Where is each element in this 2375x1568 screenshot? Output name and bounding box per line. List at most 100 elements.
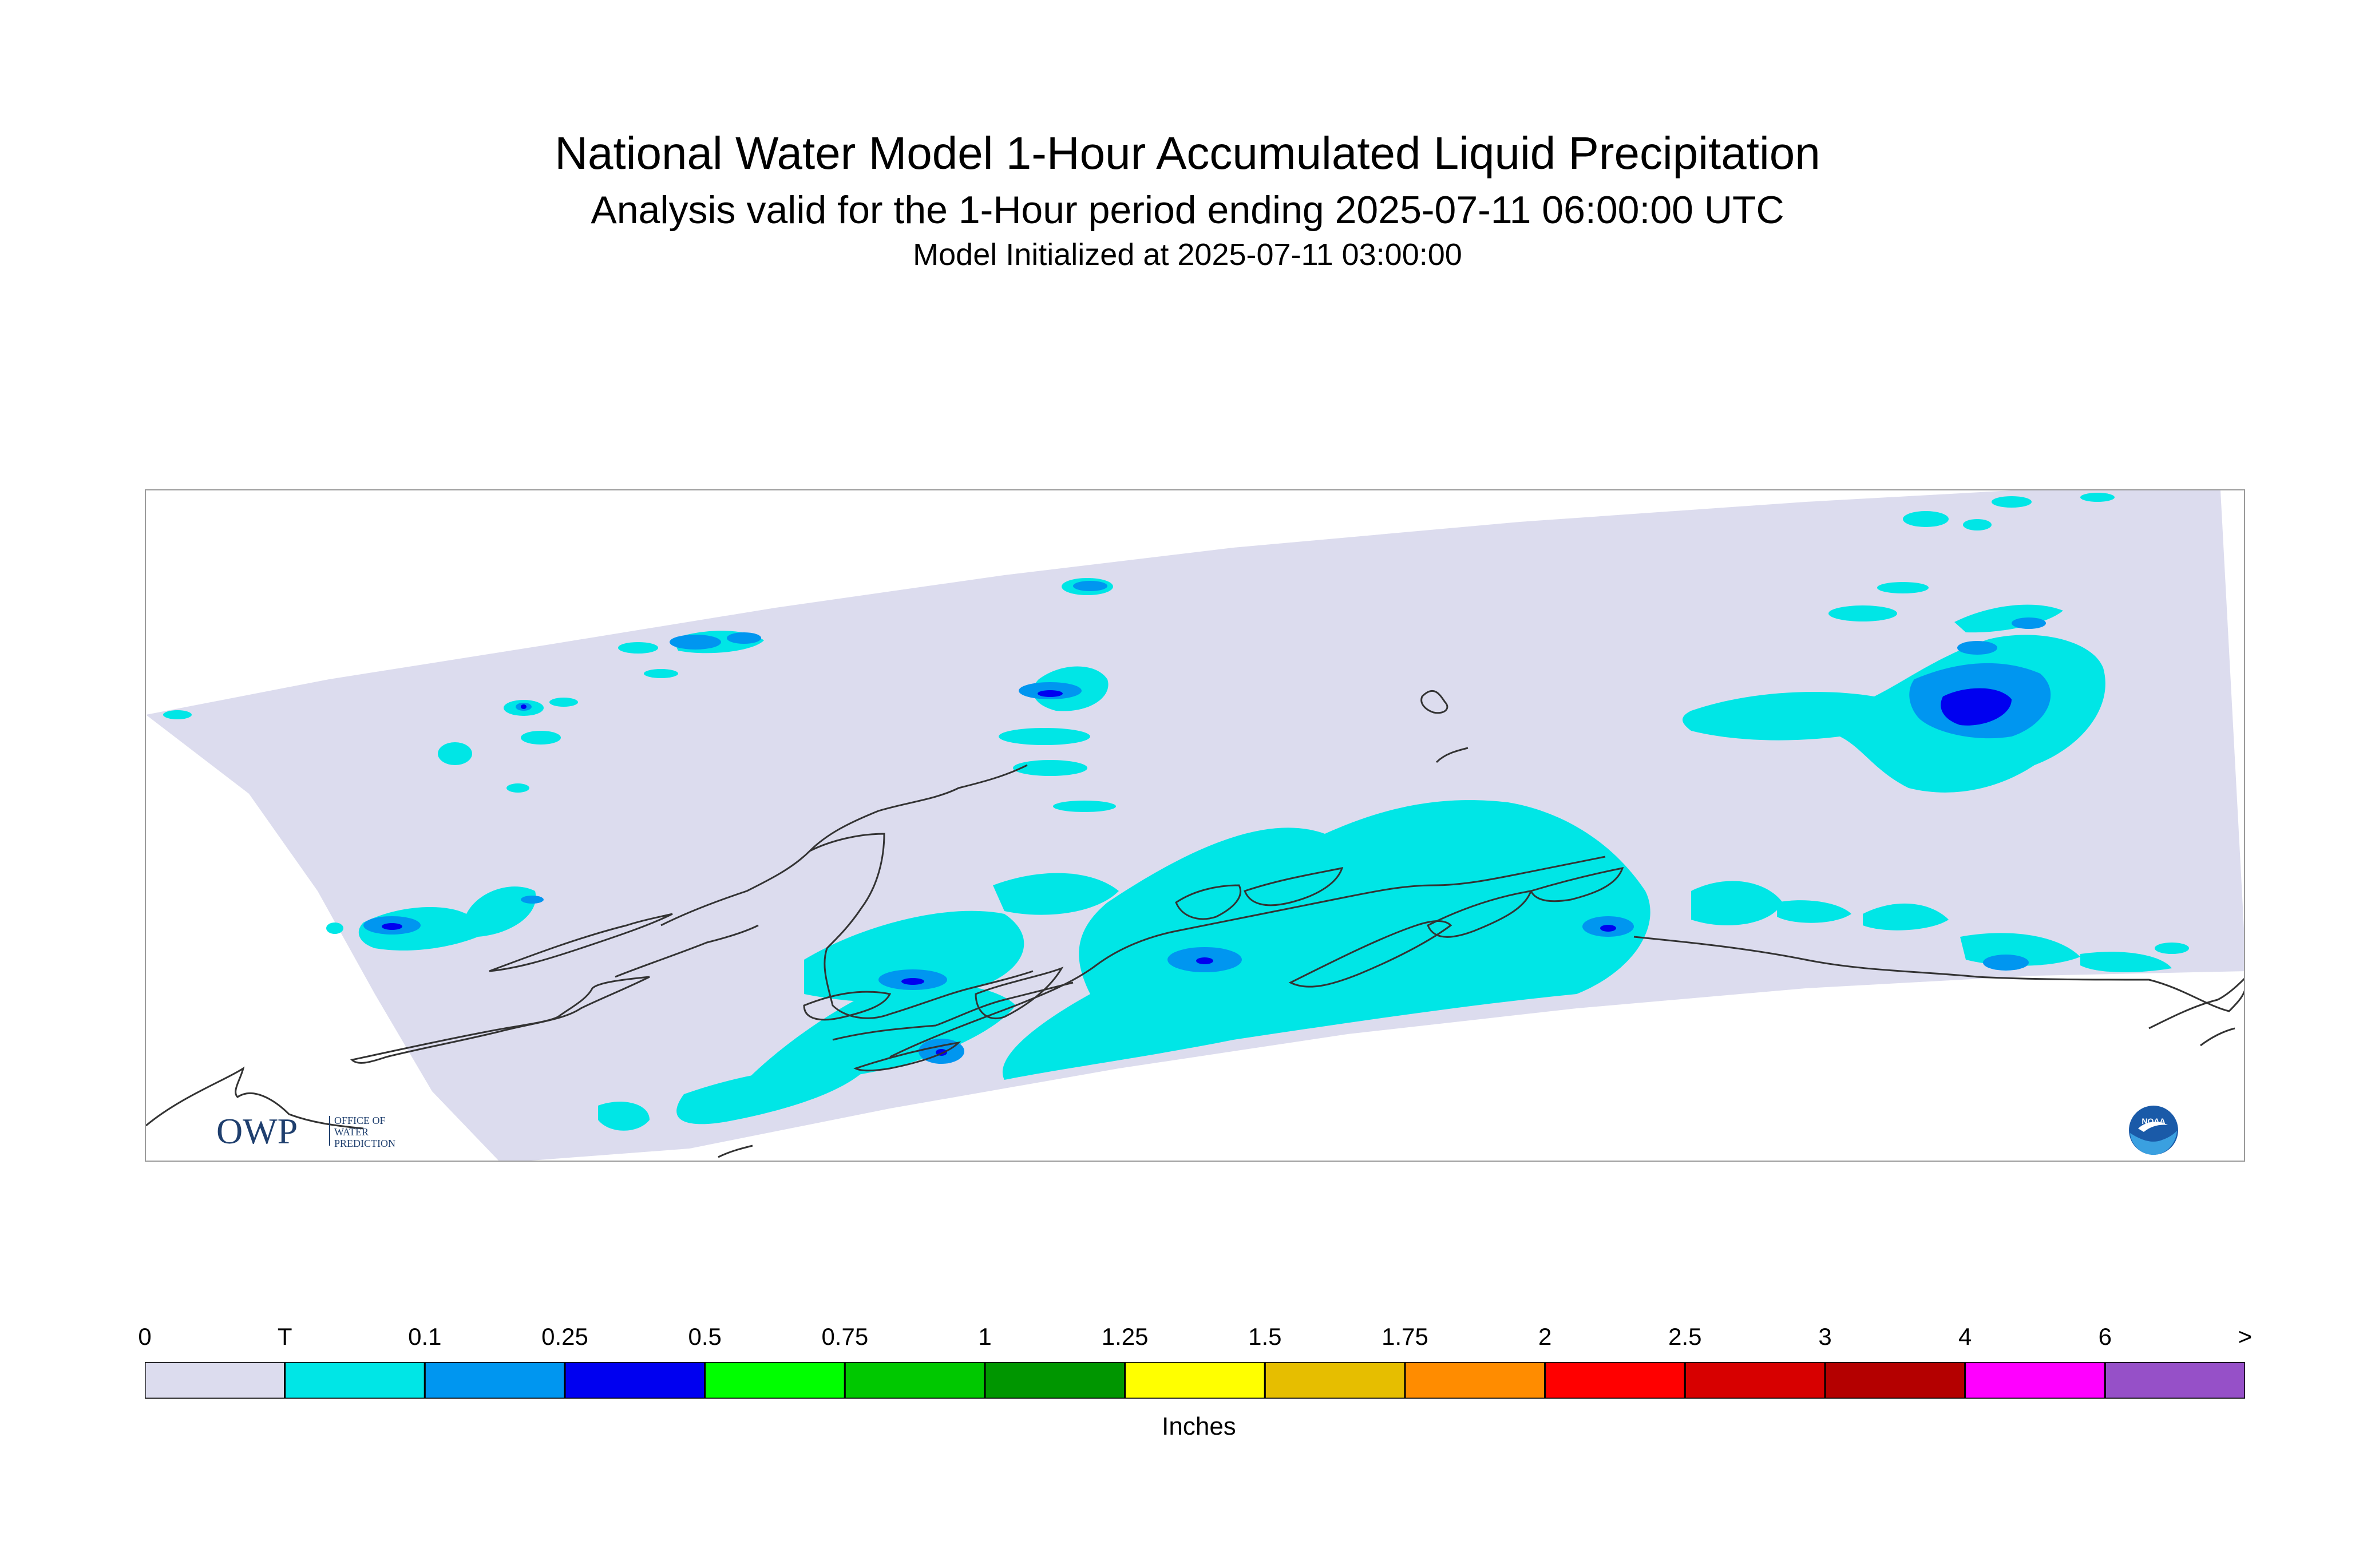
precip-0.25	[382, 688, 2012, 1056]
colorbar-swatch	[145, 1362, 286, 1399]
colorbar-tick-label: T	[277, 1323, 292, 1350]
precip-area	[1954, 604, 2063, 633]
colorbar-swatch	[844, 1362, 986, 1399]
precip-area	[1600, 925, 1616, 932]
map-subtitle: Analysis valid for the 1-Hour period end…	[591, 188, 1784, 232]
coastline	[1175, 884, 1242, 920]
coastline	[718, 1145, 753, 1158]
colorbar-tick-label: 0.25	[541, 1323, 588, 1350]
precip-area	[618, 642, 658, 654]
precip-area	[1963, 519, 1992, 530]
precip-trace	[163, 493, 2189, 1131]
owp-logo-text-2: WATER	[334, 1126, 369, 1138]
colorbar-swatch	[704, 1362, 846, 1399]
map-title: National Water Model 1-Hour Accumulated …	[555, 128, 1820, 179]
precip-area	[1038, 690, 1063, 697]
coastline	[660, 764, 1028, 926]
precip-area	[1002, 800, 1650, 1080]
colorbar-tick-label: 4	[1958, 1323, 1972, 1350]
colorbar-swatch	[2104, 1362, 2245, 1399]
colorbar-swatch	[564, 1362, 706, 1399]
coastline	[809, 833, 1034, 1019]
precip-area	[1053, 801, 1116, 812]
coastline	[1633, 936, 2244, 1012]
colorbar-swatch	[1684, 1362, 1826, 1399]
precip-area	[1691, 881, 1783, 925]
precip-area	[2012, 617, 2046, 629]
coastline	[146, 1066, 364, 1130]
precip-area	[382, 923, 402, 930]
precip-area	[2080, 493, 2115, 502]
noaa-logo-text: NOAA	[2142, 1116, 2165, 1126]
colorbar-tick-label: 0	[138, 1323, 152, 1350]
precip-area	[1903, 511, 1949, 527]
precip-area	[676, 1067, 867, 1124]
model-domain	[146, 490, 2244, 1161]
colorbar-tick-label: 1.5	[1248, 1323, 1282, 1350]
precip-area	[2155, 943, 2189, 954]
coastline	[832, 981, 1074, 1041]
colorbar-swatch	[284, 1362, 426, 1399]
coastline	[853, 1041, 961, 1072]
precip-area	[1777, 900, 1851, 923]
colorbar-tick-label: 1.75	[1382, 1323, 1428, 1350]
model-init-time: Model Initialized at 2025-07-11 03:00:00	[913, 237, 1462, 272]
colorbar-swatch	[1124, 1362, 1266, 1399]
precip-area	[521, 896, 544, 904]
precipitation-map	[145, 489, 2245, 1162]
precip-area	[901, 978, 924, 985]
colorbar-tick-label: 1.25	[1101, 1323, 1149, 1350]
coastline	[350, 976, 650, 1064]
coastline	[1244, 867, 1344, 906]
coastline	[1420, 690, 1448, 714]
precip-area	[1196, 957, 1213, 964]
coastline	[803, 991, 892, 1021]
precip-area	[873, 941, 953, 967]
colorbar-swatch	[423, 1362, 566, 1399]
precip-area	[1828, 605, 1897, 621]
coastline	[1529, 867, 1624, 902]
colorbar-tick-label: 2	[1538, 1323, 1552, 1350]
precip-area	[727, 632, 761, 644]
colorbar-tick-label: 0.75	[821, 1323, 869, 1350]
precip-area	[1073, 581, 1107, 591]
precip-area	[1941, 688, 2012, 726]
precip-area	[163, 710, 192, 719]
precip-area	[521, 704, 527, 709]
precip-area	[549, 698, 578, 707]
colorbar-tick-label: 2.5	[1668, 1323, 1702, 1350]
colorbar-tick-label: >	[2238, 1323, 2253, 1350]
colorbar-tick-label: 0.5	[688, 1323, 722, 1350]
coastline	[975, 967, 1064, 1020]
coastlines	[146, 690, 2244, 1158]
colorbar	[145, 1362, 2245, 1399]
owp-logo-text-1: OFFICE OF	[334, 1115, 386, 1126]
colorbar-tick-label: 3	[1818, 1323, 1832, 1350]
precip-area	[999, 728, 1090, 745]
precip-area	[521, 731, 561, 745]
precip-area	[1877, 582, 1929, 593]
owp-logo: OWP OFFICE OF WATER PREDICTION	[216, 1111, 434, 1151]
colorbar-swatch	[1824, 1362, 1966, 1399]
coastline	[1435, 747, 1468, 763]
coastline	[1427, 890, 1533, 938]
coastline	[2200, 1027, 2235, 1047]
coastline	[489, 913, 673, 972]
map-canvas	[146, 490, 2244, 1161]
precip-area	[506, 783, 529, 793]
colorbar-units: Inches	[1162, 1412, 1236, 1440]
colorbar-swatch	[1544, 1362, 1686, 1399]
coastline	[615, 924, 759, 978]
precip-area	[1863, 903, 1949, 930]
noaa-logo: NOAA	[2128, 1104, 2179, 1156]
precip-area	[747, 984, 1016, 1082]
precip-area	[1992, 496, 2032, 508]
coastline	[889, 856, 1606, 1058]
colorbar-swatch	[1264, 1362, 1406, 1399]
precip-area	[2080, 952, 2172, 972]
precip-area	[438, 742, 472, 765]
precip-area	[598, 1102, 650, 1131]
owp-logo-mark: OWP	[216, 1111, 298, 1151]
colorbar-swatch	[1964, 1362, 2106, 1399]
colorbar-swatch	[1404, 1362, 1546, 1399]
